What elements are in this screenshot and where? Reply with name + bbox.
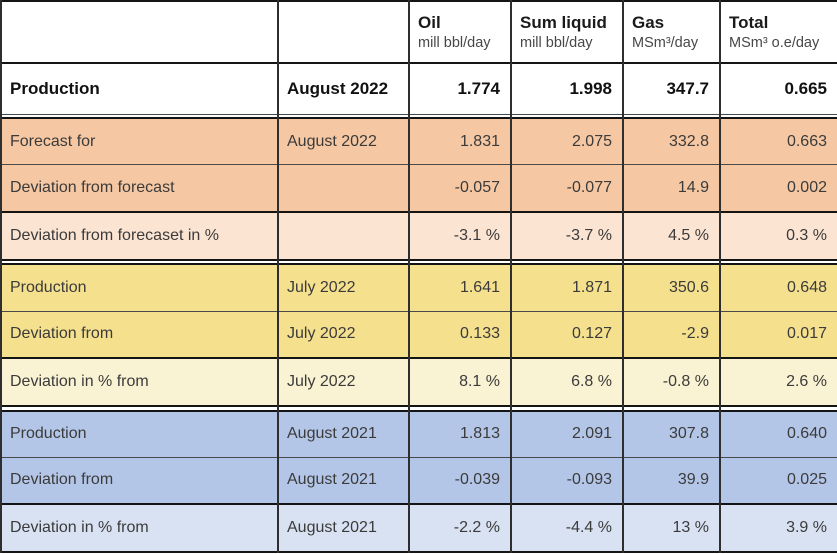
period-cell: July 2022 xyxy=(277,310,410,359)
sum-liquid-value-cell: 6.8 % xyxy=(510,356,624,407)
sum-liquid-value-cell: -3.7 % xyxy=(510,210,624,261)
table-row-deviation-july-pct: Deviation in % from July 2022 8.1 % 6.8 … xyxy=(0,356,837,407)
spacer-row xyxy=(0,404,837,411)
table-row-deviation-aug2021: Deviation from August 2021 -0.039 -0.093… xyxy=(0,456,837,505)
total-value-cell: 0.017 xyxy=(719,310,837,359)
total-value-cell: 0.663 xyxy=(719,117,837,166)
period-cell: July 2022 xyxy=(277,356,410,407)
header-oil: Oil mill bbl/day xyxy=(408,0,512,64)
row-label-cell: Deviation in % from xyxy=(0,356,279,407)
period-cell: August 2022 xyxy=(277,62,410,116)
column-title: Total xyxy=(729,12,769,32)
oil-value-cell: 1.813 xyxy=(408,409,512,458)
row-label-cell: Deviation from xyxy=(0,456,279,505)
total-value-cell: 0.002 xyxy=(719,164,837,213)
column-title: Sum liquid xyxy=(520,12,607,32)
oil-value-cell: 1.831 xyxy=(408,117,512,166)
total-value-cell: 0.648 xyxy=(719,263,837,312)
sum-liquid-value-cell: 0.127 xyxy=(510,310,624,359)
gas-value-cell: 4.5 % xyxy=(622,210,721,261)
sum-liquid-value-cell: -0.093 xyxy=(510,456,624,505)
table-row-deviation-july: Deviation from July 2022 0.133 0.127 -2.… xyxy=(0,310,837,359)
row-label-cell: Production xyxy=(0,409,279,458)
column-unit: MSm³ o.e/day xyxy=(729,34,820,51)
table-row-production-july: Production July 2022 1.641 1.871 350.6 0… xyxy=(0,263,837,312)
row-label-cell: Production xyxy=(0,62,279,116)
oil-value-cell: -0.057 xyxy=(408,164,512,213)
period-cell: July 2022 xyxy=(277,263,410,312)
table-row-deviation-forecast: Deviation from forecast -0.057 -0.077 14… xyxy=(0,164,837,213)
oil-value-cell: -0.039 xyxy=(408,456,512,505)
period-cell: August 2021 xyxy=(277,409,410,458)
total-value-cell: 0.3 % xyxy=(719,210,837,261)
period-cell: August 2021 xyxy=(277,502,410,553)
sum-liquid-value-cell: 1.871 xyxy=(510,263,624,312)
row-label-cell: Forecast for xyxy=(0,117,279,166)
gas-value-cell: 307.8 xyxy=(622,409,721,458)
column-unit: mill bbl/day xyxy=(520,34,593,51)
column-title: Gas xyxy=(632,12,665,32)
column-unit: mill bbl/day xyxy=(418,34,491,51)
row-label-cell: Deviation from forecaset in % xyxy=(0,210,279,261)
gas-value-cell: 39.9 xyxy=(622,456,721,505)
oil-value-cell: 0.133 xyxy=(408,310,512,359)
row-label-cell: Production xyxy=(0,263,279,312)
gas-value-cell: 14.9 xyxy=(622,164,721,213)
table-row-deviation-aug2021-pct: Deviation in % from August 2021 -2.2 % -… xyxy=(0,502,837,553)
header-gas: Gas MSm³/day xyxy=(622,0,721,64)
sum-liquid-value-cell: 2.075 xyxy=(510,117,624,166)
total-value-cell: 0.665 xyxy=(719,62,837,116)
sum-liquid-value-cell: 2.091 xyxy=(510,409,624,458)
table-row-forecast: Forecast for August 2022 1.831 2.075 332… xyxy=(0,117,837,166)
header-empty-cell xyxy=(0,0,279,64)
total-value-cell: 0.640 xyxy=(719,409,837,458)
header-sum-liquid: Sum liquid mill bbl/day xyxy=(510,0,624,64)
table-row-production-aug2021: Production August 2021 1.813 2.091 307.8… xyxy=(0,409,837,458)
oil-value-cell: 1.774 xyxy=(408,62,512,116)
header-total: Total MSm³ o.e/day xyxy=(719,0,837,64)
oil-value-cell: 8.1 % xyxy=(408,356,512,407)
total-value-cell: 0.025 xyxy=(719,456,837,505)
column-title: Oil xyxy=(418,12,441,32)
column-unit: MSm³/day xyxy=(632,34,699,51)
table-header-row: Oil mill bbl/day Sum liquid mill bbl/day… xyxy=(0,0,837,64)
oil-value-cell: -3.1 % xyxy=(408,210,512,261)
sum-liquid-value-cell: 1.998 xyxy=(510,62,624,116)
header-empty-cell xyxy=(277,0,410,64)
oil-value-cell: 1.641 xyxy=(408,263,512,312)
gas-value-cell: 350.6 xyxy=(622,263,721,312)
gas-value-cell: 13 % xyxy=(622,502,721,553)
oil-value-cell: -2.2 % xyxy=(408,502,512,553)
period-cell: August 2022 xyxy=(277,117,410,166)
total-value-cell: 2.6 % xyxy=(719,356,837,407)
gas-value-cell: 347.7 xyxy=(622,62,721,116)
sum-liquid-value-cell: -4.4 % xyxy=(510,502,624,553)
gas-value-cell: 332.8 xyxy=(622,117,721,166)
row-label-cell: Deviation from forecast xyxy=(0,164,279,213)
row-label-cell: Deviation from xyxy=(0,310,279,359)
table-row-production-current: Production August 2022 1.774 1.998 347.7… xyxy=(0,62,837,116)
gas-value-cell: -0.8 % xyxy=(622,356,721,407)
total-value-cell: 3.9 % xyxy=(719,502,837,553)
table-row-deviation-forecast-pct: Deviation from forecaset in % -3.1 % -3.… xyxy=(0,210,837,261)
row-label-cell: Deviation in % from xyxy=(0,502,279,553)
period-cell: August 2021 xyxy=(277,456,410,505)
gas-value-cell: -2.9 xyxy=(622,310,721,359)
period-cell xyxy=(277,164,410,213)
period-cell xyxy=(277,210,410,261)
sum-liquid-value-cell: -0.077 xyxy=(510,164,624,213)
